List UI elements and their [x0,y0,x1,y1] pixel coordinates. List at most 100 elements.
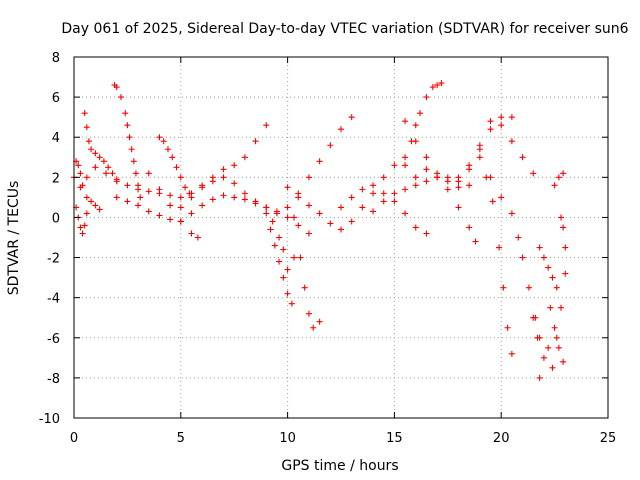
data-point [380,198,387,205]
data-point [327,220,334,227]
data-point [124,198,131,205]
data-point [402,186,409,193]
data-point [96,154,103,161]
x-tick-label: 20 [493,431,510,446]
data-point [83,124,90,131]
data-point [124,122,131,129]
y-tick-label: 8 [52,51,60,66]
data-point [88,198,95,205]
series-track-17 [402,80,445,161]
data-point [291,254,298,261]
data-point [113,176,120,183]
data-point [423,230,430,237]
data-point [284,204,291,211]
data-point [77,184,84,191]
data-point [113,194,120,201]
data-point [100,158,107,165]
data-point [113,84,120,91]
data-point [402,210,409,217]
data-point [156,134,163,141]
data-point [79,230,86,237]
data-point [487,126,494,133]
data-point [182,184,189,191]
data-point [455,204,462,211]
data-point [145,208,152,215]
data-point [536,374,543,381]
data-point [359,186,366,193]
data-point [500,284,507,291]
y-axis-label: SDTVAR / TECUs [6,181,22,296]
data-point [519,254,526,261]
data-point [132,170,139,177]
data-point [423,94,430,101]
data-point [220,166,227,173]
data-point [92,150,99,157]
data-point [263,210,270,217]
data-point [429,84,436,91]
data-point [88,146,95,153]
data-point [284,214,291,221]
data-point [562,270,569,277]
x-tick-label: 5 [177,431,185,446]
y-tick-label: 4 [52,131,60,146]
data-point [472,238,479,245]
data-point [231,180,238,187]
data-point [231,162,238,169]
data-point [530,314,537,321]
data-point [280,274,287,281]
data-point [417,110,424,117]
data-point [241,154,248,161]
data-point [252,138,259,145]
data-point [508,138,515,145]
data-point [231,194,238,201]
data-point [269,218,276,225]
data-point [276,258,283,265]
data-points [71,80,569,381]
data-point [438,80,445,87]
data-point [169,154,176,161]
data-point [434,174,441,181]
data-point [137,194,144,201]
data-point [508,114,515,121]
series-track-16 [370,174,473,215]
series-track-1 [71,158,103,213]
data-point [489,198,496,205]
data-point [186,190,193,197]
data-point [558,214,565,221]
data-point [124,182,131,189]
data-point [370,208,377,215]
x-tick-label: 15 [386,431,403,446]
data-point [444,186,451,193]
data-point [305,202,312,209]
data-point [209,196,216,203]
data-point [402,162,409,169]
data-point [156,212,163,219]
data-point [412,182,419,189]
data-point [498,114,505,121]
data-point [77,170,84,177]
data-point [284,266,291,273]
x-tick-label: 10 [279,431,296,446]
data-point [519,154,526,161]
data-point [177,204,184,211]
data-point [545,264,552,271]
data-point [297,254,304,261]
series-track-26 [551,170,567,189]
data-point [92,164,99,171]
data-point [402,154,409,161]
series-track-10 [252,198,295,307]
data-point [391,162,398,169]
data-point [83,194,90,201]
data-point [284,290,291,297]
data-point [547,304,554,311]
data-point [295,222,302,229]
data-point [553,284,560,291]
data-point [209,174,216,181]
data-point [103,170,110,177]
data-point [338,226,344,233]
data-point [167,202,174,209]
data-point [476,142,483,149]
series-track-23 [530,314,560,381]
data-point [380,174,387,181]
data-point [555,174,562,181]
